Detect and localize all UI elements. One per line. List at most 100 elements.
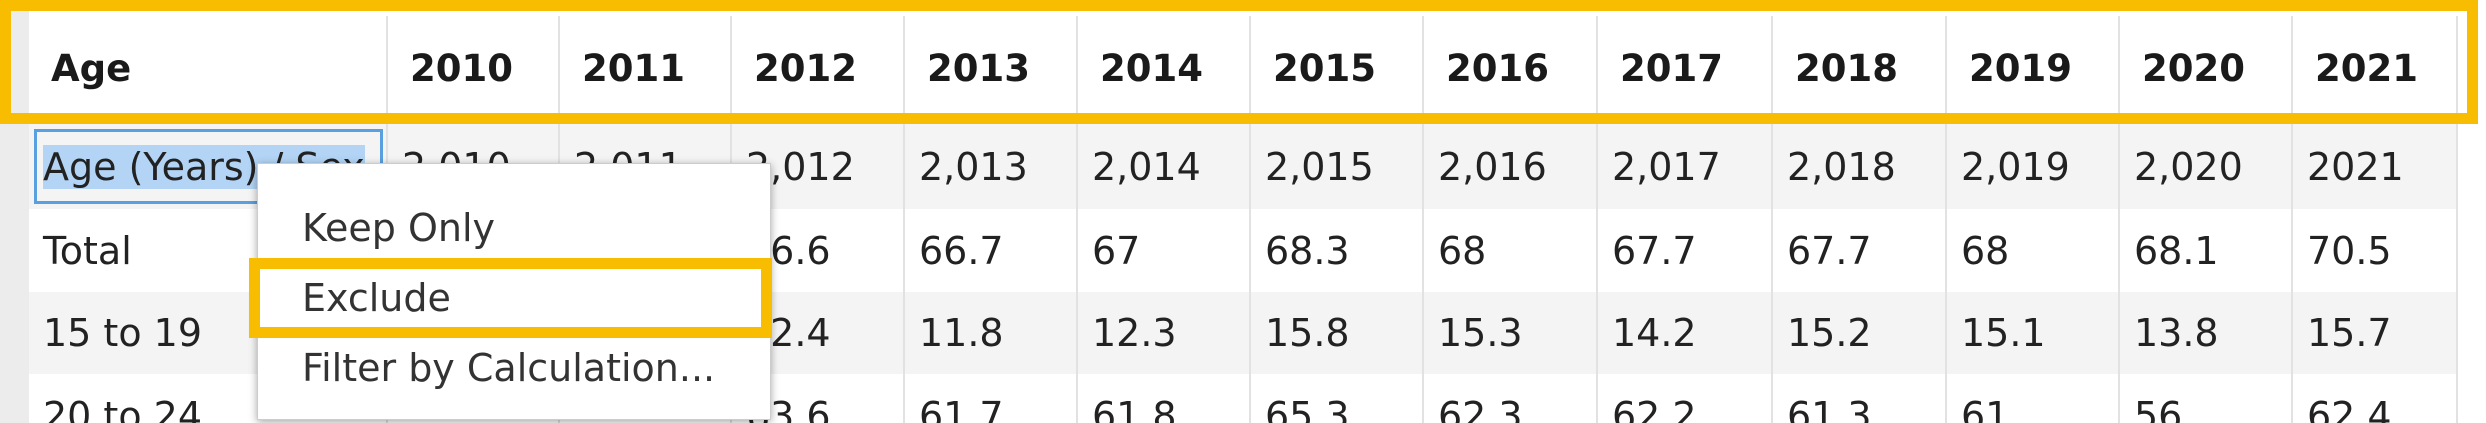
table-cell: 68: [1947, 209, 2120, 292]
table-cell: 56: [2120, 374, 2293, 423]
table-cell: 61.3: [1773, 374, 1947, 423]
cell-text: 2,015: [1265, 144, 1374, 189]
cell-text: 62.3: [1438, 393, 1523, 423]
table-cell: 2,014: [1078, 124, 1251, 209]
column-header[interactable]: 2019: [1947, 16, 2120, 120]
cell-text: 62.4: [2307, 393, 2392, 423]
table-cell: 15.2: [1773, 292, 1947, 374]
context-menu: Keep Only Exclude Filter by Calculation...: [257, 163, 771, 420]
column-header[interactable]: 2020: [2120, 16, 2293, 120]
table-cell: 2,018: [1773, 124, 1947, 209]
table-cell: 62.3: [1424, 374, 1598, 423]
cell-text: 68.3: [1265, 228, 1350, 273]
column-header[interactable]: 2018: [1773, 16, 1947, 120]
table-cell: 2,013: [905, 124, 1078, 209]
table-cell: 2,015: [1251, 124, 1424, 209]
column-header[interactable]: Age: [29, 16, 388, 120]
header-highlight: [0, 0, 2478, 124]
table-cell: 67.7: [1598, 209, 1773, 292]
cell-text: 2021: [2307, 144, 2404, 189]
cell-text: Age: [51, 46, 132, 90]
menu-item[interactable]: Filter by Calculation...: [302, 346, 716, 390]
table-cell: 2,016: [1424, 124, 1598, 209]
cell-text: 20 to 24: [43, 393, 203, 423]
cell-text: 13.8: [2134, 311, 2219, 355]
cell-text: 15.2: [1787, 311, 1872, 355]
table-cell: 62.4: [2293, 374, 2458, 423]
cell-text: 68: [1438, 228, 1487, 273]
cell-text: 67.7: [1612, 228, 1697, 273]
table-cell: 65.3: [1251, 374, 1424, 423]
table-cell: 2,020: [2120, 124, 2293, 209]
cell-text: 61.3: [1787, 393, 1872, 423]
cell-text: 68.1: [2134, 228, 2219, 273]
cell-text: 2016: [1446, 46, 1549, 90]
table-cell: 13.8: [2120, 292, 2293, 374]
table-cell: 2,019: [1947, 124, 2120, 209]
cell-text: 2014: [1100, 46, 1203, 90]
row-header[interactable]: 20 to 24: [29, 374, 388, 423]
cell-text: 2018: [1795, 46, 1898, 90]
exclude-highlight: [249, 258, 772, 338]
cell-text: 65.3: [1265, 393, 1350, 423]
table-cell: 66.7: [905, 209, 1078, 292]
table-cell: 15.7: [2293, 292, 2458, 374]
column-header[interactable]: 2014: [1078, 16, 1251, 120]
cell-text: 56: [2134, 393, 2183, 423]
cell-text: 2011: [582, 46, 685, 90]
table-cell: 15.8: [1251, 292, 1424, 374]
column-header[interactable]: 2017: [1598, 16, 1773, 120]
cell-text: 15.1: [1961, 311, 2046, 355]
cell-text: 67.7: [1787, 228, 1872, 273]
cell-text: 2,017: [1612, 144, 1721, 189]
column-header[interactable]: 2012: [732, 16, 905, 120]
table-cell: 62.2: [1598, 374, 1773, 423]
cell-text: 66.7: [919, 228, 1004, 273]
cell-text: 70.5: [2307, 228, 2392, 273]
cell-text: 15.3: [1438, 311, 1523, 355]
cell-text: 2,019: [1961, 144, 2070, 189]
table-cell: 68.3: [1251, 209, 1424, 292]
column-header[interactable]: 2015: [1251, 16, 1424, 120]
cell-text: 2020: [2142, 46, 2245, 90]
cell-text: 2015: [1273, 46, 1376, 90]
row-header[interactable]: Total: [29, 209, 388, 292]
cell-text: 12.3: [1092, 311, 1177, 355]
cell-text: 61.7: [919, 393, 1004, 423]
cell-text: 14.2: [1612, 311, 1697, 355]
cell-text: 2,016: [1438, 144, 1547, 189]
cell-text: 62.2: [1612, 393, 1697, 423]
cell-text: 2012: [754, 46, 857, 90]
table-cell: 12.3: [1078, 292, 1251, 374]
cell-text: 2021: [2315, 46, 2418, 90]
cell-text: Total: [43, 228, 132, 273]
column-header[interactable]: 2013: [905, 16, 1078, 120]
cell-text: 68: [1961, 228, 2010, 273]
cell-text: 2017: [1620, 46, 1723, 90]
table-cell: 68: [1424, 209, 1598, 292]
cell-text: 67: [1092, 228, 1141, 273]
cell-text: 2013: [927, 46, 1030, 90]
table-cell: 70.5: [2293, 209, 2458, 292]
cell-text: 61.8: [1092, 393, 1177, 423]
column-header[interactable]: 2021: [2293, 16, 2458, 120]
column-header[interactable]: 2010: [388, 16, 560, 120]
column-header[interactable]: 2016: [1424, 16, 1598, 120]
table-cell: 61.8: [1078, 374, 1251, 423]
table-cell: 61.7: [905, 374, 1078, 423]
cell-text: 2019: [1969, 46, 2072, 90]
cell-text: 15.8: [1265, 311, 1350, 355]
table-cell: 2021: [2293, 124, 2458, 209]
menu-item[interactable]: Keep Only: [302, 206, 496, 250]
cell-text: 2,013: [919, 144, 1028, 189]
cell-text: 2010: [410, 46, 513, 90]
table-cell: 15.1: [1947, 292, 2120, 374]
cell-text: 61: [1961, 393, 2010, 423]
table-cell: 68.1: [2120, 209, 2293, 292]
column-header[interactable]: 2011: [560, 16, 732, 120]
menu-item[interactable]: Exclude: [302, 276, 451, 320]
cell-text: 15 to 19: [43, 311, 203, 355]
cell-text: 2,014: [1092, 144, 1201, 189]
cell-text: 2,018: [1787, 144, 1896, 189]
